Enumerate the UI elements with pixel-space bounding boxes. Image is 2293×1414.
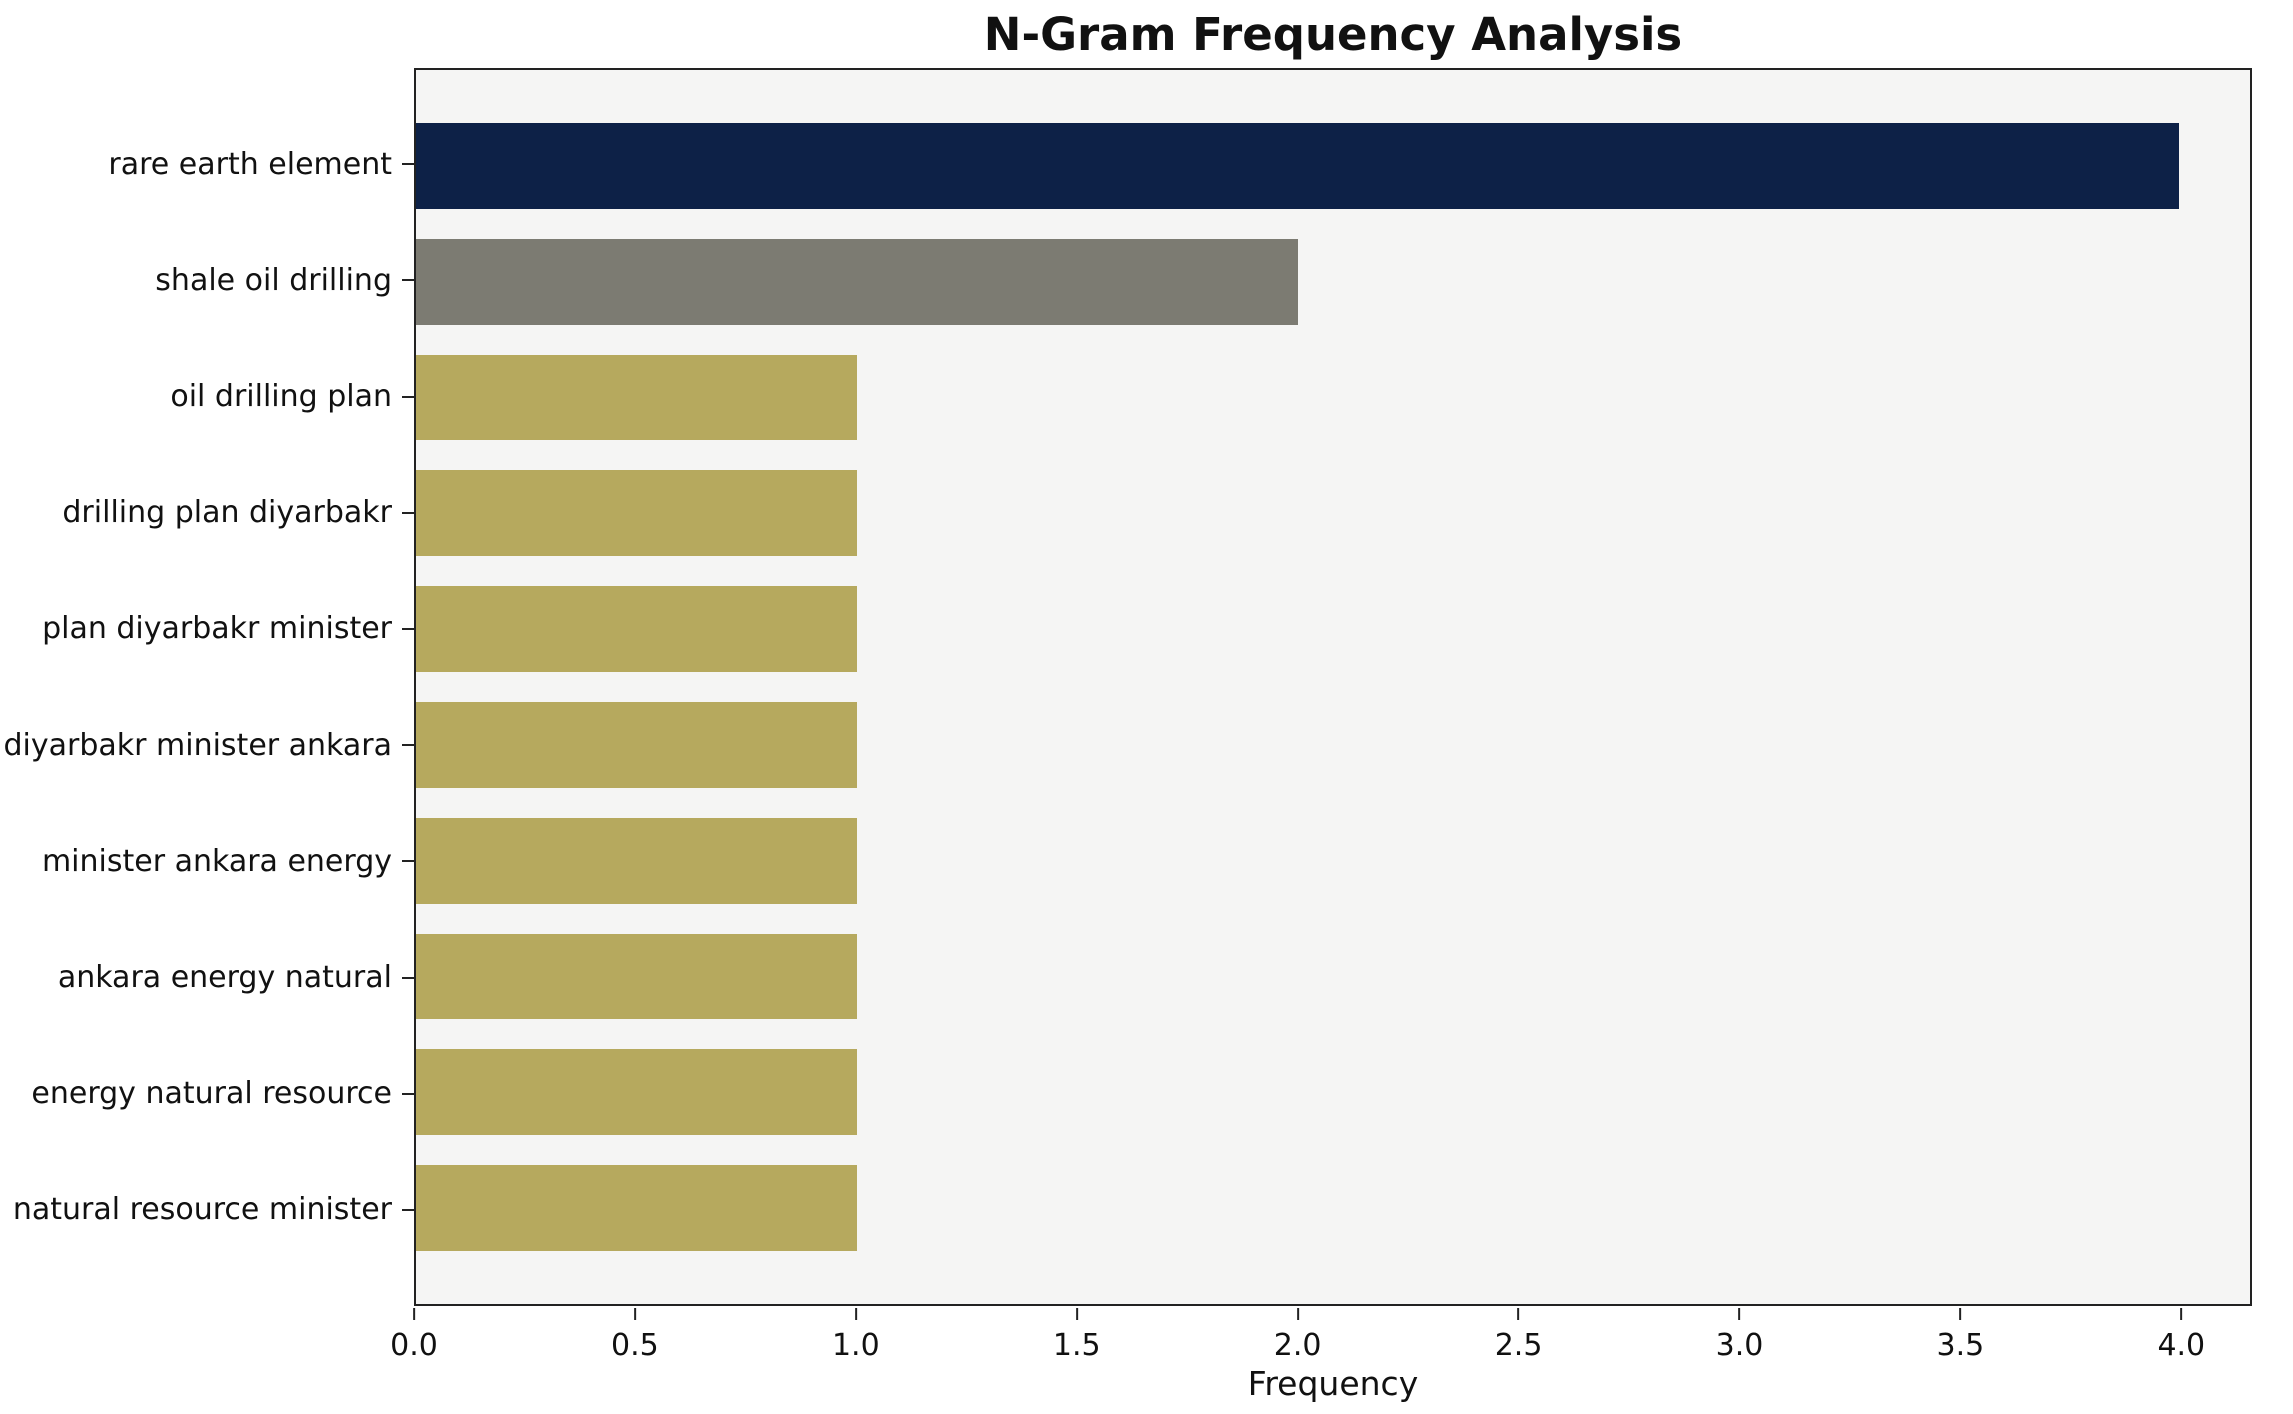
x-tick-label: 0.0	[390, 1328, 438, 1363]
y-tick-mark	[402, 744, 414, 747]
bar-row	[416, 803, 2250, 919]
y-tick-label: rare earth element	[108, 146, 392, 182]
x-tick-label: 3.5	[1936, 1328, 1985, 1363]
y-tick-mark	[402, 976, 414, 979]
y-tick-label: plan diyarbakr minister	[42, 611, 392, 647]
x-axis-ticks: 0.0 0.5 1.0 1.5 2.0 2.5 3.0 3.5 4.0	[390, 1308, 2252, 1368]
chart-title: N-Gram Frequency Analysis	[983, 8, 1683, 61]
x-tick: 0.5	[611, 1308, 659, 1363]
y-tick-row: minister ankara energy	[0, 803, 414, 919]
y-tick-mark	[402, 1092, 414, 1095]
x-tick-label: 3.0	[1715, 1328, 1764, 1363]
bar-row	[416, 687, 2250, 803]
y-tick-mark	[402, 511, 414, 514]
x-tick-label: 2.5	[1494, 1328, 1543, 1363]
x-tick-mark	[2180, 1308, 2183, 1320]
y-tick-label: drilling plan diyarbakr	[62, 495, 392, 531]
bar-row	[416, 919, 2250, 1035]
x-tick: 2.0	[1274, 1308, 1322, 1363]
x-tick-mark	[633, 1308, 636, 1320]
x-tick: 1.0	[832, 1308, 880, 1363]
x-tick-mark	[1296, 1308, 1299, 1320]
y-tick-label: natural resource minister	[12, 1192, 392, 1228]
y-tick-label: oil drilling plan	[170, 379, 392, 414]
y-tick-row: plan diyarbakr minister	[0, 571, 414, 687]
bar	[416, 470, 857, 557]
y-tick-mark	[402, 860, 414, 863]
y-tick-label: shale oil drilling	[155, 262, 392, 298]
bar	[416, 1049, 857, 1136]
x-tick: 1.5	[1053, 1308, 1101, 1363]
bar	[416, 123, 2180, 209]
x-tick-label: 1.0	[831, 1328, 880, 1363]
y-tick-label: ankara energy natural	[57, 960, 392, 996]
bar	[416, 817, 857, 904]
bar	[416, 702, 857, 788]
bar	[416, 238, 1298, 325]
y-axis-labels: rare earth element shale oil drilling oil …	[0, 68, 414, 1306]
y-tick-row: oil drilling plan	[0, 338, 414, 454]
x-tick-label: 4.0	[2157, 1328, 2206, 1363]
bar-row	[416, 1150, 2250, 1266]
bar	[416, 354, 857, 441]
y-tick-row: drilling plan diyarbakr	[0, 455, 414, 571]
y-tick-row: shale oil drilling	[0, 222, 414, 338]
y-tick-mark	[402, 1208, 414, 1211]
y-tick-mark	[402, 163, 414, 166]
bar-row	[416, 108, 2250, 224]
x-tick-mark	[1738, 1308, 1741, 1320]
bar-row	[416, 571, 2250, 687]
bar-rows	[416, 70, 2250, 1304]
x-tick-mark	[1517, 1308, 1520, 1320]
y-tick-mark	[402, 279, 414, 282]
y-tick-label: diyarbakr minister ankara	[3, 727, 393, 763]
x-tick-mark	[1075, 1308, 1078, 1320]
bar-row	[416, 340, 2250, 456]
x-tick: 2.5	[1494, 1308, 1543, 1363]
x-tick-mark	[1959, 1308, 1962, 1320]
x-tick-label: 2.0	[1273, 1328, 1322, 1363]
y-tick-row: ankara energy natural	[0, 919, 414, 1035]
y-tick-row: diyarbakr minister ankara	[0, 687, 414, 803]
x-tick: 4.0	[2157, 1308, 2205, 1363]
x-tick-label: 0.5	[611, 1328, 659, 1363]
bar-row	[416, 455, 2250, 571]
bar-row	[416, 224, 2250, 340]
y-tick-row: rare earth element	[0, 106, 414, 222]
bar	[416, 933, 857, 1020]
x-tick: 3.0	[1715, 1308, 1764, 1363]
y-tick-mark	[402, 395, 414, 398]
x-tick: 0.0	[390, 1308, 438, 1363]
x-tick: 3.5	[1936, 1308, 1985, 1363]
x-axis-label: Frequency	[1247, 1364, 1419, 1403]
x-tick-mark	[413, 1308, 415, 1320]
y-tick-mark	[402, 627, 414, 630]
bar	[416, 586, 857, 672]
x-tick-label: 1.5	[1052, 1328, 1101, 1363]
bar	[416, 1165, 857, 1251]
y-tick-row: energy natural resource	[0, 1036, 414, 1152]
x-tick-mark	[854, 1308, 857, 1320]
plot-area	[414, 68, 2252, 1306]
y-tick-label: energy natural resource	[31, 1076, 392, 1112]
bar-row	[416, 1034, 2250, 1150]
y-tick-row: natural resource minister	[0, 1152, 414, 1268]
y-tick-label: minister ankara energy	[41, 843, 392, 879]
